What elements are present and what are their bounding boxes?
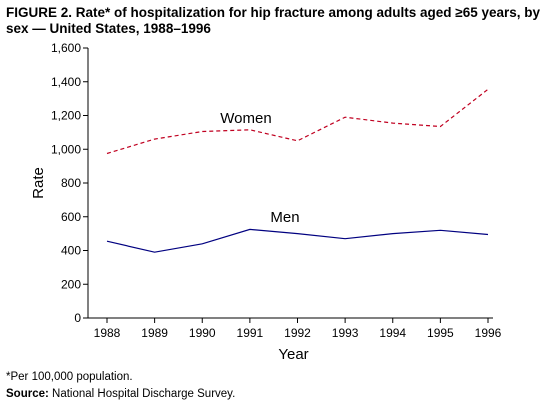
y-tick-label: 800 bbox=[61, 176, 81, 190]
series-line-men bbox=[106, 228, 489, 253]
footnote: *Per 100,000 population. bbox=[6, 371, 133, 383]
source-label: Source: bbox=[6, 388, 49, 400]
y-tick-label: 1,400 bbox=[51, 75, 81, 89]
x-axis-label: Year bbox=[278, 346, 308, 363]
series-label-women: Women bbox=[220, 110, 271, 127]
y-tick-label: 0 bbox=[74, 311, 81, 325]
y-tick-label: 1,000 bbox=[51, 142, 81, 156]
y-tick-label: 1,200 bbox=[51, 109, 81, 123]
x-tick-label: 1993 bbox=[332, 326, 359, 340]
x-tick-label: 1991 bbox=[237, 326, 264, 340]
y-axis-label: Rate bbox=[30, 167, 47, 199]
x-tick-label: 1996 bbox=[475, 326, 502, 340]
x-tick-label: 1992 bbox=[284, 326, 311, 340]
series-line-women bbox=[106, 88, 489, 155]
x-tick-label: 1989 bbox=[141, 326, 168, 340]
x-tick-label: 1994 bbox=[379, 326, 406, 340]
x-tick-label: 1988 bbox=[94, 326, 121, 340]
figure-title: FIGURE 2. Rate* of hospitalization for h… bbox=[6, 5, 541, 36]
x-tick-label: 1990 bbox=[189, 326, 216, 340]
source-note: Source: National Hospital Discharge Surv… bbox=[6, 388, 235, 400]
y-tick-label: 200 bbox=[61, 277, 81, 291]
chart-labels: Year Rate Women Men bbox=[30, 110, 309, 363]
y-tick-label: 400 bbox=[61, 244, 81, 258]
series-label-men: Men bbox=[270, 209, 299, 226]
chart-series bbox=[106, 88, 489, 253]
y-tick-label: 600 bbox=[61, 210, 81, 224]
source-text: National Hospital Discharge Survey. bbox=[52, 388, 236, 400]
y-tick-label: 1,600 bbox=[51, 41, 81, 55]
chart-axes bbox=[87, 48, 493, 319]
chart-ticks: 0 200 400 600 800 1,000 1,200 1,400 1,600 1988 198… bbox=[51, 41, 502, 340]
x-tick-label: 1995 bbox=[427, 326, 454, 340]
